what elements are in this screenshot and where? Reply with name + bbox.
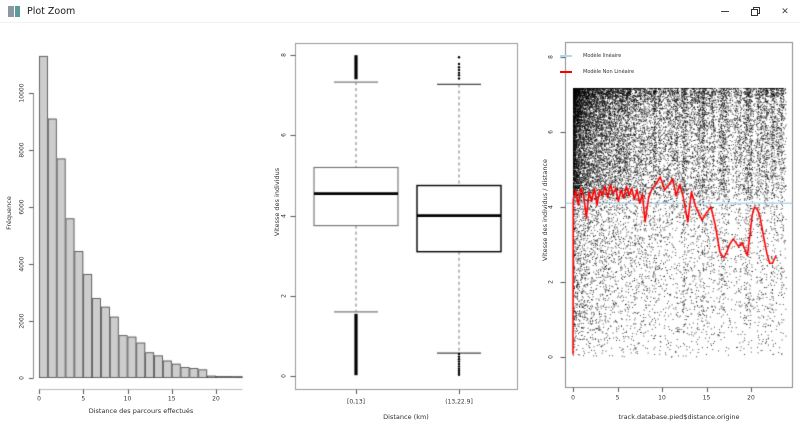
hist-y-axis-label: Fréquence xyxy=(5,196,13,230)
hist-y-tick-label: 8000 xyxy=(18,142,26,158)
scatter-x-tick-label: 20 xyxy=(747,394,755,402)
legend-label-linear: Modèle linéaire xyxy=(583,53,622,59)
scatter-y-tick-label: 6 xyxy=(547,130,555,134)
boxplot-category-label-2: (13,22.9] xyxy=(445,398,473,406)
restore-icon xyxy=(750,6,760,16)
scatter-y-tick-label: 8 xyxy=(547,55,555,59)
minimize-button[interactable] xyxy=(710,0,740,22)
close-icon: ✕ xyxy=(781,5,789,16)
scatter-x-axis-label: track.database.pied$distance.origine xyxy=(618,413,740,421)
scatter-x-tick-label: 5 xyxy=(615,394,620,402)
hist-x-tick-label: 10 xyxy=(123,395,132,403)
boxplot-y-tick-label: 8 xyxy=(280,53,288,58)
plot-window-icon xyxy=(8,5,20,17)
boxplot-y-tick-label: 6 xyxy=(280,133,288,138)
linear-model-line-sample xyxy=(560,55,572,57)
scatter-y-axis-label: Vitesse des individus / distance xyxy=(541,158,549,262)
legend-label-loess: Modèle Non Linéaire xyxy=(583,69,635,75)
scatter-y-tick-label: 4 xyxy=(547,205,555,209)
hist-x-axis-label: Distance des parcours effectués xyxy=(88,407,194,415)
scatter-x-tick-label: 15 xyxy=(702,394,711,402)
restore-button[interactable] xyxy=(740,0,770,22)
minimize-icon xyxy=(721,10,729,12)
boxplot-y-tick-label: 0 xyxy=(280,374,288,378)
hist-x-tick-label: 5 xyxy=(81,395,86,403)
legend-entry-linear: Modèle linéaire xyxy=(560,51,634,61)
hist-y-tick-label: 2000 xyxy=(18,313,26,329)
boxplot-y-axis-label: Vitesse des individus xyxy=(273,167,281,237)
boxplot-y-tick-label: 2 xyxy=(280,293,288,298)
legend-entry-loess: Modèle Non Linéaire xyxy=(560,67,634,77)
hist-y-tick-label: 0 xyxy=(18,376,26,380)
hist-x-tick-label: 20 xyxy=(212,395,220,403)
scatter-x-tick-label: 0 xyxy=(571,394,575,402)
hist-x-tick-label: 15 xyxy=(167,395,176,403)
legend: Modèle linéaire Modèle Non Linéaire xyxy=(560,51,634,83)
title-bar: Plot Zoom ✕ xyxy=(0,0,800,23)
hist-y-tick-label: 10000 xyxy=(18,83,26,103)
boxplot-category-label-1: [0,13] xyxy=(346,398,366,406)
hist-x-tick-label: 0 xyxy=(37,395,41,403)
scatter-x-tick-label: 10 xyxy=(658,394,666,402)
window-controls: ✕ xyxy=(710,0,800,22)
hist-y-tick-label: 6000 xyxy=(18,199,26,215)
window-title: Plot Zoom xyxy=(27,5,76,17)
scatter-y-tick-label: 2 xyxy=(547,280,555,284)
loess-line-sample xyxy=(560,71,572,73)
close-button[interactable]: ✕ xyxy=(770,0,800,22)
boxplot-x-axis-label: Distance (km) xyxy=(383,413,429,421)
boxplot-y-tick-label: 4 xyxy=(280,213,288,218)
hist-y-tick-label: 4000 xyxy=(18,256,26,272)
scatter-y-tick-label: 0 xyxy=(547,355,555,359)
